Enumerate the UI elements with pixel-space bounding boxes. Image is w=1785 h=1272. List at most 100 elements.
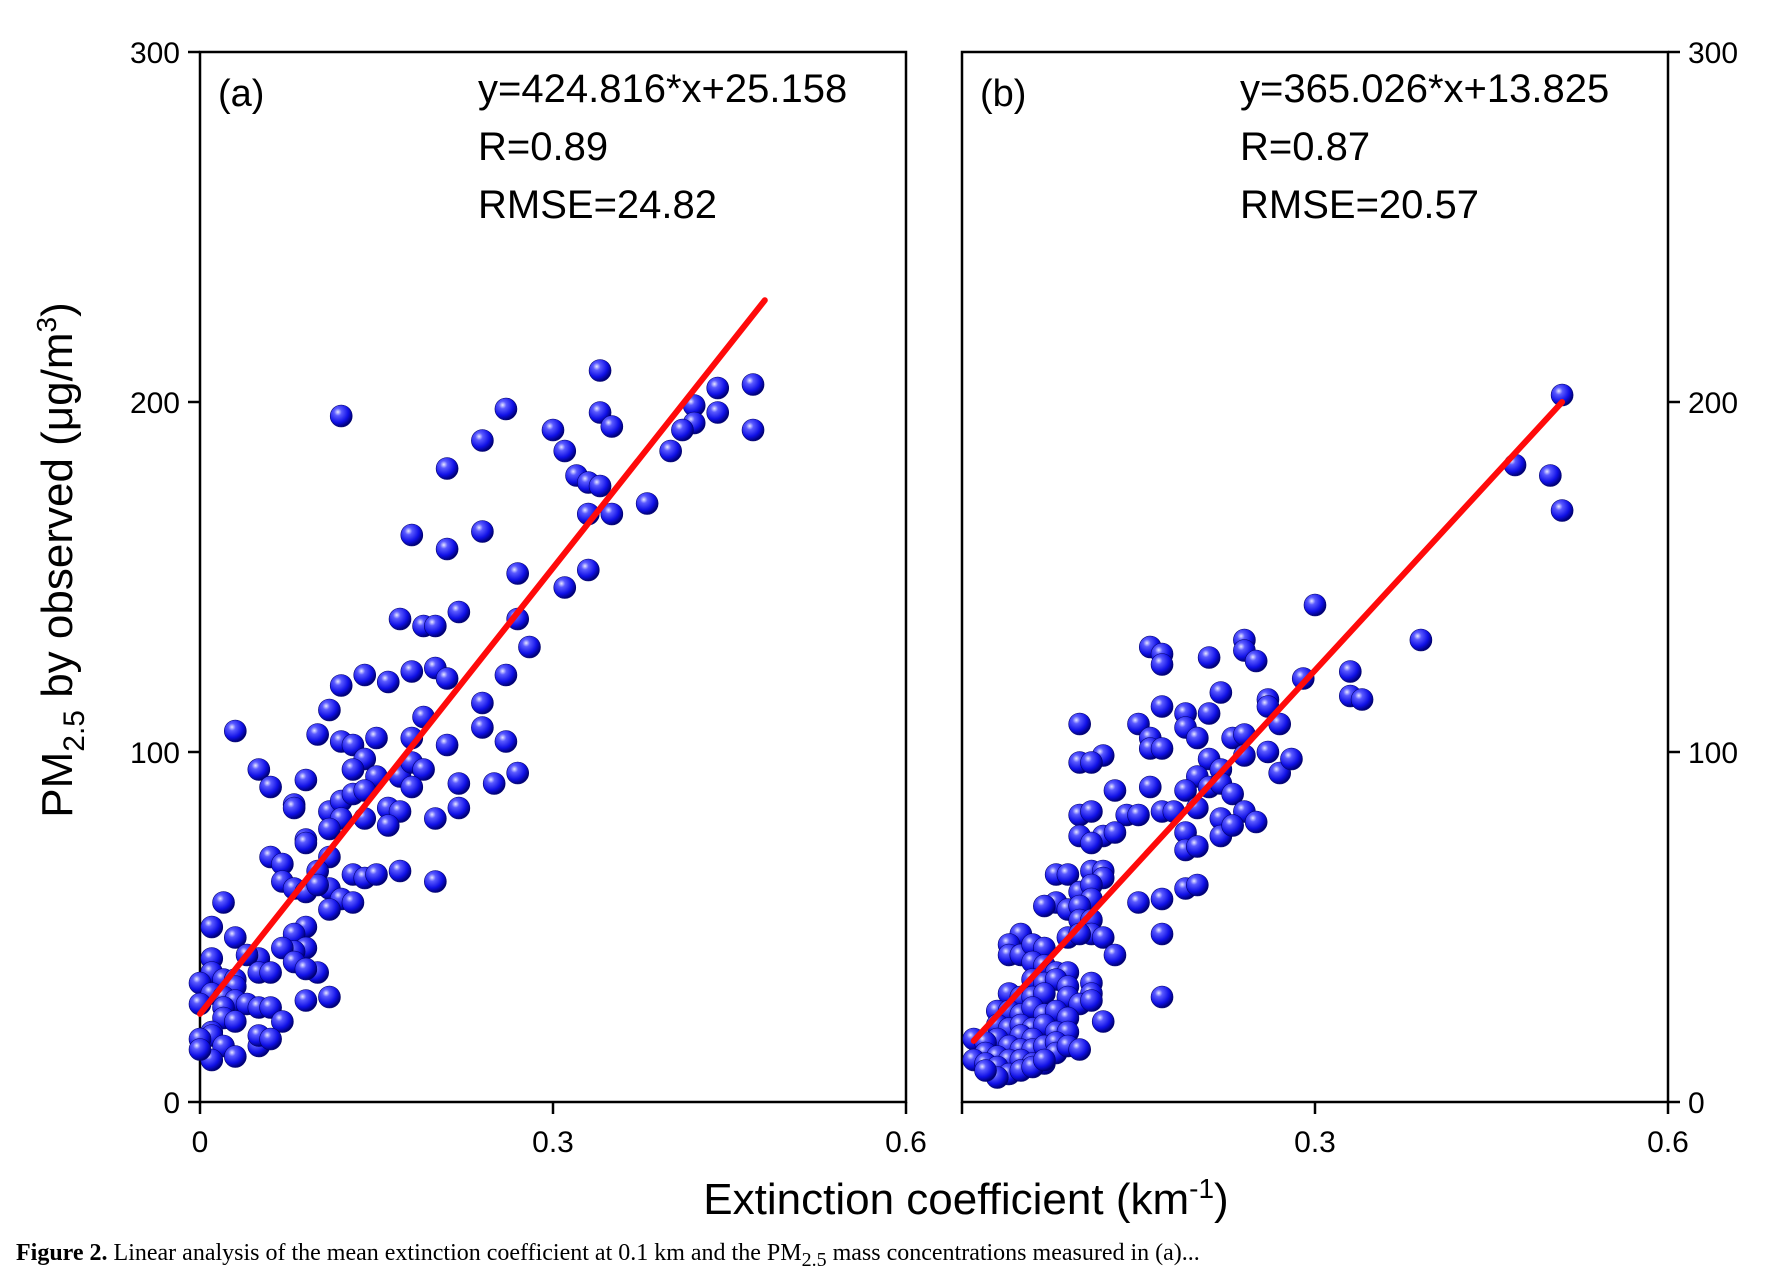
panel-a-data-point: [294, 831, 318, 855]
panel-a-data-point: [259, 775, 282, 799]
panel-b-equation-annotation: y=365.026*x+13.825: [1240, 67, 1609, 111]
panel-b-data-point: [1103, 821, 1127, 844]
panel-a-data-point: [435, 457, 459, 480]
panel-b-data-point: [1103, 779, 1127, 802]
panel-a-data-point: [494, 397, 518, 421]
panel-a-data-point: [388, 607, 412, 631]
y-axis-title-rest: by observed (μg/m: [33, 333, 82, 711]
panel-a-data-point: [365, 726, 388, 750]
panel-a-data-point: [659, 439, 682, 463]
panel-b-data-point: [1539, 464, 1562, 487]
panel-a-data-point: [188, 1038, 212, 1061]
panel-a-data-point: [353, 663, 377, 687]
panel-b-data-point: [1280, 747, 1303, 771]
panel-a-data-point: [494, 663, 518, 687]
panel-a-data-point: [435, 537, 459, 561]
panel-a-label: (a): [218, 73, 264, 115]
panel-a-data-point: [318, 817, 341, 841]
panel-a-data-point: [494, 730, 518, 753]
panel-b-data-point: [1174, 779, 1197, 802]
panel-a-data-point: [306, 873, 329, 897]
panel-a-y-tick-label: 0: [163, 1087, 180, 1120]
x-axis-title-end: ): [1214, 1175, 1229, 1224]
y-axis-title-main: PM: [33, 752, 82, 818]
panel-b-data-point: [1103, 943, 1127, 967]
panel-b-x-tick-label: 0.6: [1647, 1126, 1689, 1159]
panel-b-data-point: [1127, 803, 1150, 827]
panel-a-data-point: [341, 891, 365, 914]
panel-b-data-point: [1150, 887, 1174, 911]
panel-b-data-point: [1138, 775, 1162, 799]
panel-a-data-point: [506, 761, 530, 785]
panel-a-data-point: [424, 870, 447, 893]
panel-a-data-point: [447, 772, 471, 795]
panel-b-data-point: [1091, 1010, 1115, 1033]
panel-a-y-tick-label: 200: [130, 387, 180, 420]
panel-a-data-point: [224, 1010, 247, 1033]
panel-a-data-point: [294, 989, 318, 1012]
panel-a-data-point: [365, 863, 388, 886]
panel-b-y-tick-label: 100: [1688, 737, 1738, 770]
panel-a-r-annotation: R=0.89: [478, 125, 608, 169]
panel-a-data-point: [435, 667, 459, 690]
panel-a-y-tick-label: 100: [130, 737, 180, 770]
panel-a: 0 0.3 0.6 0 100 200 300 (a) y=424.816*x+25.158 R=…: [130, 37, 927, 1159]
panel-a-data-point: [471, 520, 494, 543]
panel-b-data-point: [1339, 660, 1362, 683]
panel-a-data-point: [447, 796, 471, 820]
figure-caption: Figure 2. Linear analysis of the mean ex…: [16, 1240, 1200, 1272]
panel-b-y-tick-label: 300: [1688, 37, 1738, 70]
panel-a-equation-annotation: y=424.816*x+25.158: [478, 67, 847, 111]
panel-a-data-point: [212, 891, 235, 914]
panel-a-data-point: [329, 674, 353, 697]
panel-b-data-point: [1033, 1048, 1056, 1072]
panel-a-x-tick-label: 0.6: [885, 1126, 927, 1159]
panel-a-data-point: [588, 474, 612, 498]
panel-a-data-point: [447, 600, 471, 624]
panel-a-data-point: [424, 807, 447, 830]
panel-a-data-point: [224, 926, 247, 949]
panel-a-x-tick-label: 0.3: [532, 1126, 574, 1159]
panel-b-data-point: [1150, 653, 1174, 676]
y-axis-title: PM2.5 by observed (μg/m3): [31, 302, 91, 817]
panel-a-data-point: [318, 698, 341, 722]
panel-a-data-point: [741, 418, 765, 442]
panel-a-data-point: [376, 814, 400, 837]
panel-b-data-point: [1127, 891, 1150, 914]
panel-a-data-point: [588, 359, 612, 382]
panel-a-data-point: [224, 1045, 247, 1068]
panel-b: 0.3 0.6 0 100 200 300 (b) y=365.026*x+13.825 R=0…: [960, 37, 1738, 1159]
panel-b-data-point: [1303, 593, 1327, 617]
panel-b-data-point: [1244, 810, 1268, 834]
panel-b-data-point: [1221, 782, 1244, 806]
panel-a-data-point: [482, 772, 506, 795]
panel-a-data-point: [271, 1010, 294, 1033]
panel-a-data-point: [600, 415, 624, 438]
panel-a-data-point: [306, 723, 329, 746]
panel-b-rmse-annotation: RMSE=20.57: [1240, 183, 1479, 227]
panel-a-data-point: [518, 635, 541, 659]
panel-a-data-point: [471, 691, 494, 715]
panel-a-data-point: [259, 1027, 282, 1051]
panel-b-data-point: [1186, 873, 1209, 897]
panel-a-data-point: [318, 985, 341, 1009]
panel-a-data-point: [247, 758, 271, 781]
panel-b-data-point: [1550, 499, 1574, 522]
y-axis-title-superscript: 3: [31, 317, 62, 333]
panel-a-data-point: [671, 418, 694, 442]
panel-b-data-point: [1256, 740, 1280, 764]
x-axis-title-main: Extinction coefficient (km: [703, 1175, 1189, 1224]
panel-b-data-point: [1186, 835, 1209, 858]
panel-a-data-point: [635, 492, 659, 515]
panel-a-data-point: [400, 523, 424, 547]
panel-a-data-point: [576, 558, 600, 582]
panel-b-data-point: [1186, 726, 1209, 750]
panel-b-data-point: [1150, 985, 1174, 1009]
panel-a-data-point: [600, 502, 624, 526]
x-axis-title-superscript: -1: [1189, 1173, 1214, 1204]
panel-a-data-point: [200, 915, 224, 939]
y-axis-title-subscript: 2.5: [58, 710, 91, 752]
panel-a-data-point: [400, 775, 424, 799]
caption-subscript: 2.5: [801, 1248, 827, 1271]
panel-a-data-point: [388, 859, 412, 883]
